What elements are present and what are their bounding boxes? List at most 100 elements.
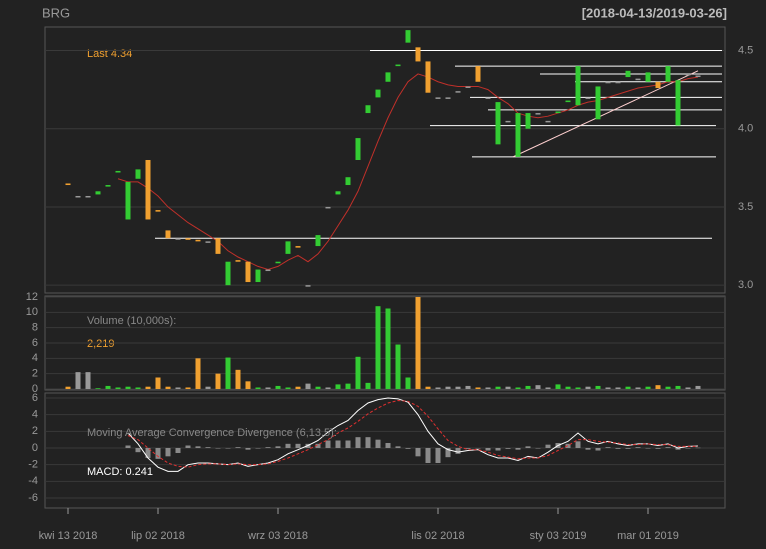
candle [465,86,471,88]
price-panel [44,26,726,294]
macd-hist-bar [135,448,141,453]
candle [325,206,331,209]
candle [285,241,291,254]
volume-bar [395,344,401,389]
y-tick-label: 6 [32,337,38,349]
x-tick-label: kwi 13 2018 [39,530,98,542]
volume-bar [445,386,451,389]
macd-hist-bar [685,448,691,449]
macd-hist-bar [465,448,471,449]
volume-bar [485,387,491,389]
volume-bar [435,387,441,389]
macd-hist-bar [675,448,681,450]
volume-bar [185,387,191,389]
volume-bar [465,385,471,389]
volume-bar [475,387,481,389]
volume-bar [695,385,701,389]
macd-hist-bar [335,440,341,448]
macd-hist-bar [385,443,391,448]
volume-bar [635,387,641,389]
macd-hist-bar [375,439,381,448]
macd-hist-bar [415,448,421,457]
macd-hist-bar [145,448,151,458]
candle [405,30,411,43]
volume-bar [615,387,621,389]
volume-bar [315,386,321,389]
macd-hist-bar [195,446,201,448]
candle [395,64,401,67]
y-tick-label: -4 [28,475,38,487]
macd-hist-bar [255,448,261,449]
macd-hist-bar [295,443,301,448]
macd-hist-bar [665,447,671,448]
volume-bar [655,385,661,389]
macd-hist-bar [245,448,251,450]
macd-hist-bar [585,448,591,450]
volume-bar [605,387,611,389]
candle [525,113,531,129]
macd-hist-bar [345,440,351,448]
volume-bar [255,387,261,389]
macd-hist-bar [155,448,161,459]
candle [315,235,321,247]
candle [155,210,161,212]
macd-hist-bar [635,447,641,448]
volume-bar [455,386,461,389]
volume-bar [85,372,91,389]
volume-bar [345,383,351,389]
volume-bar [625,386,631,389]
macd-hist-bar [285,443,291,448]
macd-hist-bar [605,447,611,448]
candle [115,170,121,173]
volume-bar [365,382,371,389]
volume-bar [645,386,651,389]
macd-hist-bar [445,448,451,458]
volume-bar [355,356,361,389]
candle [535,113,541,115]
macd-hist-bar [515,448,521,450]
candle [605,81,611,84]
candle [695,75,701,78]
candle [645,72,651,82]
macd-hist-bar [425,448,431,463]
candle [675,80,681,126]
macd-hist-bar [225,448,231,449]
candle [385,72,391,82]
macd-hist-bar [575,441,581,448]
macd-hist-bar [565,443,571,448]
x-tick-label: sty 03 2019 [530,530,587,542]
candle [165,230,171,239]
candle [95,191,101,195]
candle [295,246,301,248]
plot-layer: 3.0 3.5 4.0 4.5 0 2 4 6 8 10 12 -6 -4 -2 0 2 4 6 kwi 13 20… [26,30,753,542]
volume-bar [685,387,691,389]
volume-bar [195,358,201,389]
volume-bar [285,387,291,389]
volume-bar [425,386,431,389]
candle [105,185,111,187]
volume-bar [205,386,211,389]
volume-bar [525,385,531,389]
candle [425,61,431,93]
candle [135,169,141,179]
candle [245,261,251,283]
volume-bar [295,386,301,389]
volume-bar [95,388,101,389]
macd-hist-bar [695,447,701,449]
y-tick-label: 4.0 [738,123,753,135]
macd-hist-bar [625,448,631,449]
macd-hist-bar [205,447,211,448]
volume-bar [515,387,521,389]
y-tick-label: 6 [32,392,38,404]
macd-label: Moving Average Convergence Divergence (6… [87,427,337,439]
candle [365,105,371,114]
volume-bar [665,386,671,389]
candle [205,241,211,243]
macd-hist-bar [475,448,481,449]
candle [495,102,501,145]
chart-title: BRG [42,5,70,20]
volume-bar [595,385,601,389]
candle [255,269,261,283]
candle [175,238,181,240]
moving-average [117,73,699,271]
